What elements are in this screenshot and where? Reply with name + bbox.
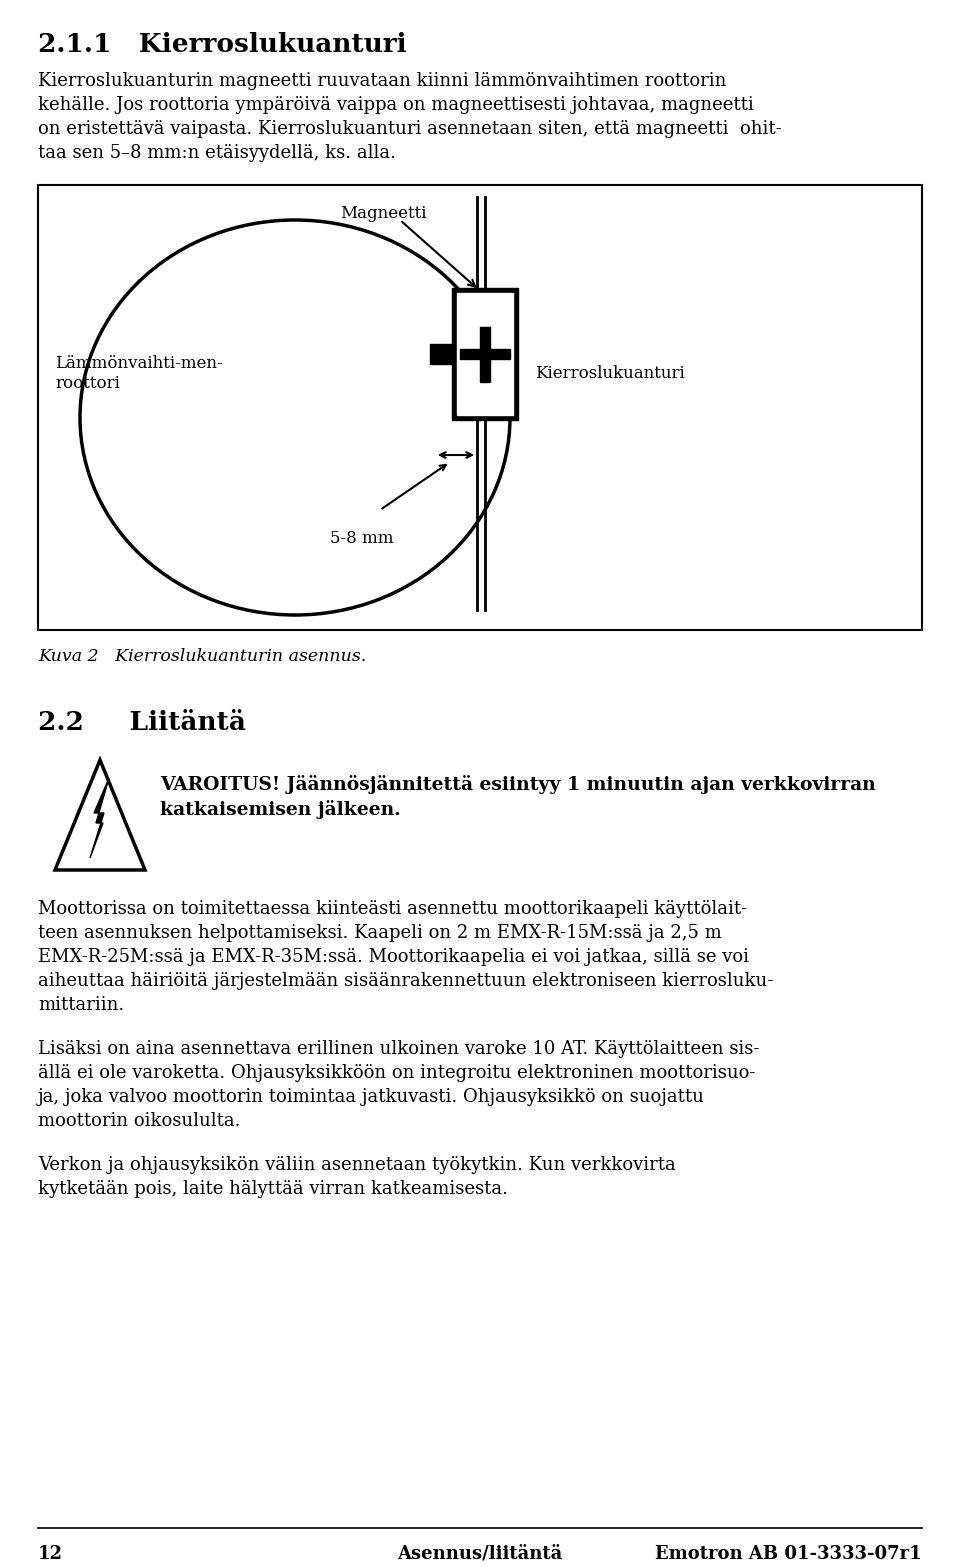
Text: Lisäksi on aina asennettava erillinen ulkoinen varoke 10 AT. Käyttölaitteen sis-: Lisäksi on aina asennettava erillinen ul… [38,1040,759,1058]
Text: on eristettävä vaipasta. Kierroslukuanturi asennetaan siten, että magneetti  ohi: on eristettävä vaipasta. Kierroslukuantu… [38,121,781,138]
Text: taa sen 5–8 mm:n etäisyydellä, ks. alla.: taa sen 5–8 mm:n etäisyydellä, ks. alla. [38,144,396,161]
Text: 5-8 mm: 5-8 mm [330,530,394,547]
Polygon shape [55,760,145,870]
Text: mittariin.: mittariin. [38,997,124,1014]
Bar [452,288,518,420]
Text: Moottorissa on toimitettaessa kiinteästi asennettu moottorikaapeli käyttölait-: Moottorissa on toimitettaessa kiinteästi… [38,899,747,918]
Text: Kuva 2   Kierroslukuanturin asennus.: Kuva 2 Kierroslukuanturin asennus. [38,649,367,664]
Text: VAROITUS! Jäännösjännitettä esiintyy 1 minuutin ajan verkkovirran: VAROITUS! Jäännösjännitettä esiintyy 1 m… [160,776,876,794]
Text: moottorin oikosululta.: moottorin oikosululta. [38,1113,241,1130]
Text: Lämmönvaihti­men-: Lämmönvaihti­men- [55,356,223,371]
Text: Kierroslukuanturi: Kierroslukuanturi [535,365,684,382]
Text: Verkon ja ohjausyksikön väliin asennetaan työkytkin. Kun verkkovirta: Verkon ja ohjausyksikön väliin asennetaa… [38,1156,676,1174]
Text: Kierroslukuanturin magneetti ruuvataan kiinni lämmönvaihtimen roottorin: Kierroslukuanturin magneetti ruuvataan k… [38,72,727,89]
Bar [480,326,490,381]
Text: ja, joka valvoo moottorin toimintaa jatkuvasti. Ohjausyksikkö on suojattu: ja, joka valvoo moottorin toimintaa jatk… [38,1087,705,1106]
Bar [38,185,922,630]
Bar [430,345,452,364]
Bar [460,349,510,359]
Text: ällä ei ole varoketta. Ohjausyksikköön on integroitu elektroninen moottorisuo-: ällä ei ole varoketta. Ohjausyksikköön o… [38,1064,756,1081]
Text: Magneetti: Magneetti [340,205,426,223]
Ellipse shape [80,219,510,614]
Text: EMX-R-25M:ssä ja EMX-R-35M:ssä. Moottorikaapelia ei voi jatkaa, sillä se voi: EMX-R-25M:ssä ja EMX-R-35M:ssä. Moottori… [38,948,749,965]
Bar [457,293,513,415]
Text: 12: 12 [38,1545,63,1562]
Text: Emotron AB 01-3333-07r1: Emotron AB 01-3333-07r1 [656,1545,922,1562]
Text: kehälle. Jos roottoria ympäröivä vaippa on magneettisesti johtavaa, magneetti: kehälle. Jos roottoria ympäröivä vaippa … [38,96,754,114]
Text: Asennus/liitäntä: Asennus/liitäntä [397,1545,563,1562]
Text: 2.1.1   Kierroslukuanturi: 2.1.1 Kierroslukuanturi [38,31,407,56]
Text: kytketään pois, laite hälyttää virran katkeamisesta.: kytketään pois, laite hälyttää virran ka… [38,1180,508,1199]
Text: 2.2     Liitäntä: 2.2 Liitäntä [38,710,246,735]
Text: katkaisemisen jälkeen.: katkaisemisen jälkeen. [160,801,400,820]
Text: teen asennuksen helpottamiseksi. Kaapeli on 2 m EMX-R-15M:ssä ja 2,5 m: teen asennuksen helpottamiseksi. Kaapeli… [38,925,722,942]
Text: roottori: roottori [55,375,120,392]
Polygon shape [90,777,109,859]
Text: aiheuttaa häiriöitä järjestelmään sisäänrakennettuun elektroniseen kierrosluku-: aiheuttaa häiriöitä järjestelmään sisään… [38,972,773,990]
